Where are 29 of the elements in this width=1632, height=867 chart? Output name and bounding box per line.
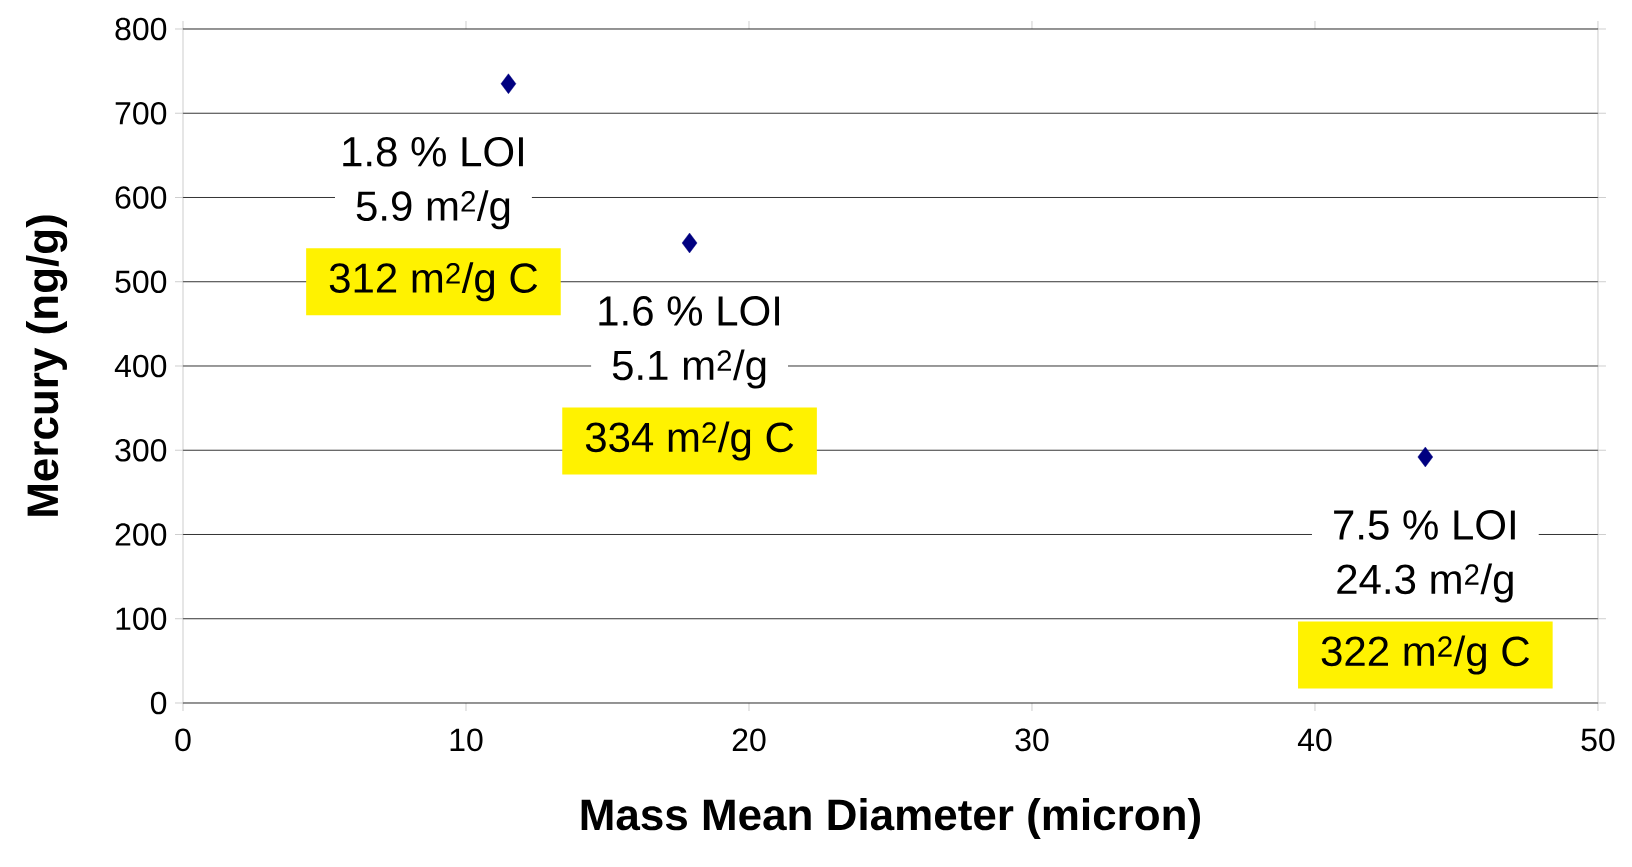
- annotation: 334 m$^{2}$/g C: [585, 421, 794, 461]
- x-tick-label: 20: [732, 728, 766, 752]
- y-tick-label: 300: [115, 438, 167, 462]
- annotation: 24.3 m$^{2}$/g: [1337, 563, 1513, 603]
- annotation: 312 m$^{2}$/g C: [329, 262, 538, 302]
- x-tick-label: 0: [175, 728, 191, 752]
- x-tick-label: 30: [1015, 728, 1049, 752]
- annotation: 322 m$^{2}$/g C: [1321, 635, 1530, 675]
- annotation: 5.1 m$^{2}$/g: [612, 349, 766, 389]
- x-axis-title: Mass Mean Diameter (micron): [581, 798, 1200, 840]
- y-tick-label: 200: [115, 523, 167, 546]
- y-tick-label: 800: [115, 17, 167, 41]
- x-tick-label: 10: [450, 728, 483, 752]
- y-tick-label: 700: [115, 101, 167, 125]
- y-tick-label: 500: [115, 270, 167, 294]
- y-axis-title: Mercury (ng/g): [26, 215, 68, 516]
- annotation: 5.9 m$^{2}$/g: [356, 190, 510, 230]
- annotation: 1.6 % LOI: [599, 296, 780, 326]
- annotation: 1.8 % LOI: [343, 136, 523, 167]
- point: [1417, 446, 1434, 468]
- point: [500, 73, 517, 94]
- x-tick-label: 50: [1581, 728, 1615, 752]
- point: [681, 232, 698, 254]
- y-tick-label: 100: [116, 607, 167, 631]
- y-tick-label: 400: [114, 354, 167, 378]
- annotation: 7.5 % LOI: [1334, 510, 1515, 540]
- y-tick-label: 600: [115, 186, 167, 209]
- x-tick-label: 40: [1297, 728, 1332, 752]
- y-tick-label: 0: [150, 691, 167, 715]
